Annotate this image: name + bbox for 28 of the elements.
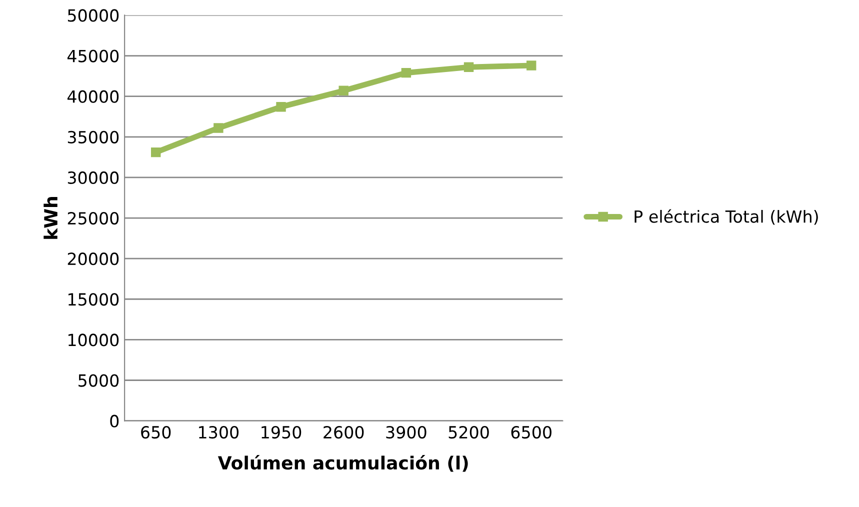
point: [214, 123, 224, 133]
legend-label: P eléctrica Total (kWh): [634, 209, 818, 225]
point: [401, 68, 412, 78]
point: [150, 147, 161, 158]
y-tick-label: 0: [110, 414, 119, 428]
x-tick-label: 1300: [199, 426, 239, 439]
y-tick-label: 25000: [68, 212, 119, 225]
x-tick-label: 1950: [262, 426, 302, 439]
x-tick-label: 5200: [448, 426, 489, 439]
point: [276, 102, 286, 112]
y-tick-label: 20000: [68, 252, 119, 266]
y-tick-label: 50000: [68, 9, 119, 22]
x-axis-title: Volúmen acumulación (l): [218, 454, 468, 472]
x-tick-label: 3900: [386, 426, 426, 439]
y-tick-label: 5000: [78, 374, 119, 387]
y-tick-label: 30000: [68, 171, 119, 184]
point: [338, 86, 348, 96]
x-tick-label: 650: [141, 426, 171, 439]
y-tick-label: 45000: [67, 50, 119, 62]
y-axis-title: kWh: [44, 197, 58, 239]
y-tick-label: 40000: [67, 90, 119, 103]
point: [464, 62, 474, 72]
y-tick-label: 10000: [68, 334, 119, 346]
x-tick-label: 2600: [324, 426, 364, 439]
point: [526, 60, 536, 70]
y-tick-label: 35000: [68, 130, 119, 144]
y-tick-label: 15000: [68, 293, 119, 306]
x-tick-label: 6500: [511, 426, 552, 439]
